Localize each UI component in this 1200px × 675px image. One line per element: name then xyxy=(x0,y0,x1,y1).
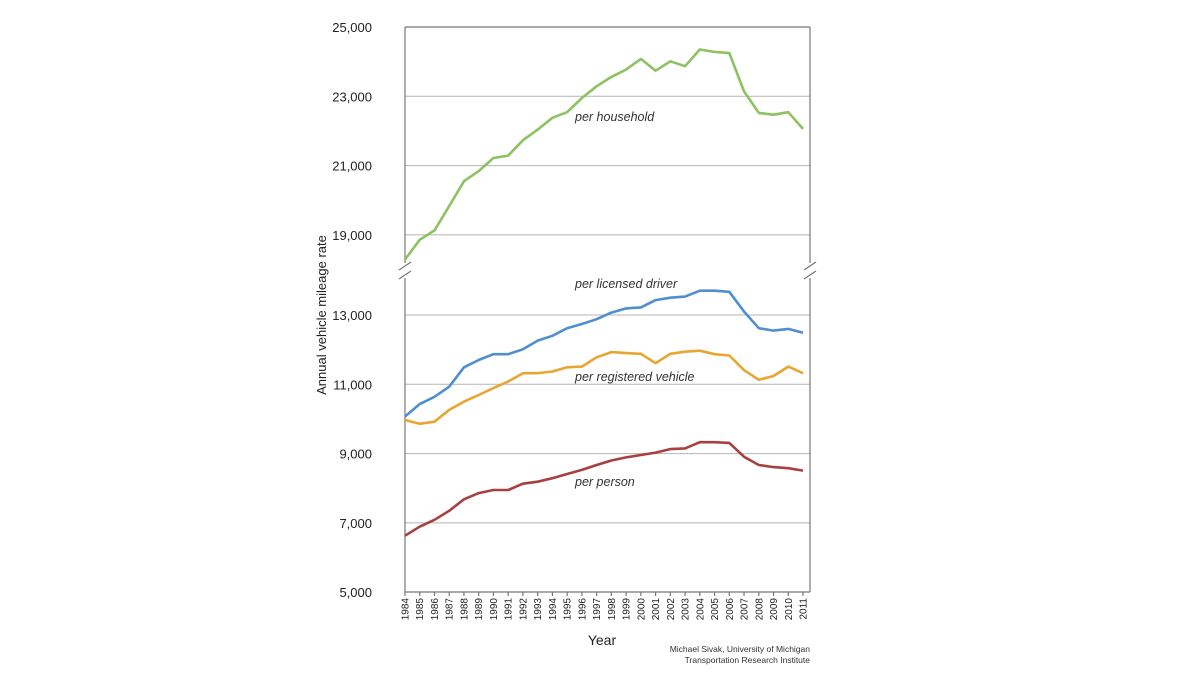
x-tick-label: 1993 xyxy=(533,598,544,621)
x-tick-labels: 1984 1985 1986 1987 1988 1989 1990 1991 1992 1993… xyxy=(401,598,810,621)
x-tick-label: 1989 xyxy=(474,598,485,621)
x-tick-label: 2001 xyxy=(651,598,662,621)
x-tick-label: 2005 xyxy=(710,598,721,621)
y-tick-label: 5,000 xyxy=(339,585,372,600)
series-label-household: per household xyxy=(574,110,655,124)
x-tick-label: 1988 xyxy=(459,598,470,621)
credit-line-2: Transportation Research Institute xyxy=(685,655,811,665)
x-tick-label: 1990 xyxy=(489,598,500,621)
y-tick-label: 9,000 xyxy=(339,447,372,462)
x-tick-label: 1995 xyxy=(563,598,574,621)
series-label-person: per person xyxy=(574,475,635,489)
axis-break-mark xyxy=(398,261,412,271)
x-tick-label: 1996 xyxy=(577,598,588,621)
series-line-per-registered-vehicle xyxy=(404,349,804,426)
y-tick-label: 19,000 xyxy=(332,228,372,243)
x-tick-label: 2002 xyxy=(666,598,677,621)
x-tick-label: 2003 xyxy=(681,598,692,621)
x-axis-label: Year xyxy=(588,632,617,648)
y-axis-label: Annual vehicle mileage rate xyxy=(314,235,329,395)
x-tick-label: 2004 xyxy=(695,598,706,621)
y-tick-label: 13,000 xyxy=(332,308,372,323)
x-tick-label: 2007 xyxy=(740,598,751,621)
series-line-per-licensed-driver xyxy=(404,289,804,418)
axis-break-mark xyxy=(398,270,412,280)
x-tick-label: 1986 xyxy=(430,598,441,621)
y-tick-label: 7,000 xyxy=(339,516,372,531)
axis-break-mark xyxy=(803,261,817,271)
series-label-vehicle: per registered vehicle xyxy=(574,370,695,384)
x-tick-label: 1991 xyxy=(504,598,515,621)
x-tick-label: 2009 xyxy=(769,598,780,621)
gridlines xyxy=(405,95,810,524)
x-tick-label: 1985 xyxy=(415,598,426,621)
x-tick-label: 2000 xyxy=(636,598,647,621)
x-tick-label: 2006 xyxy=(725,598,736,621)
x-tick-label: 1992 xyxy=(518,598,529,621)
x-tick-label: 1998 xyxy=(607,598,618,621)
x-tick-label: 1994 xyxy=(548,598,559,621)
x-tick-label: 2008 xyxy=(754,598,765,621)
series-lines xyxy=(403,48,804,537)
x-tick-label: 1997 xyxy=(592,598,603,621)
x-tick-label: 2011 xyxy=(799,598,810,620)
x-tick-label: 1987 xyxy=(445,598,456,621)
x-tick-label: 2010 xyxy=(784,598,795,621)
x-tick-label: 1984 xyxy=(401,598,412,621)
series-line-per-household xyxy=(403,48,804,261)
x-tick-label: 1999 xyxy=(622,598,633,621)
axis-break-mark xyxy=(803,270,817,280)
y-tick-label: 23,000 xyxy=(332,89,372,104)
credit-line-1: Michael Sivak, University of Michigan xyxy=(670,644,811,654)
series-label-driver: per licensed driver xyxy=(574,277,678,291)
y-tick-label: 11,000 xyxy=(333,377,372,392)
y-tick-labels: 25,000 23,000 21,000 19,000 13,000 11,000 9,00… xyxy=(332,20,372,600)
y-tick-label: 25,000 xyxy=(332,20,372,35)
series-line-per-person xyxy=(404,440,804,537)
plot-frame xyxy=(398,26,817,596)
y-tick-label: 21,000 xyxy=(332,159,372,174)
